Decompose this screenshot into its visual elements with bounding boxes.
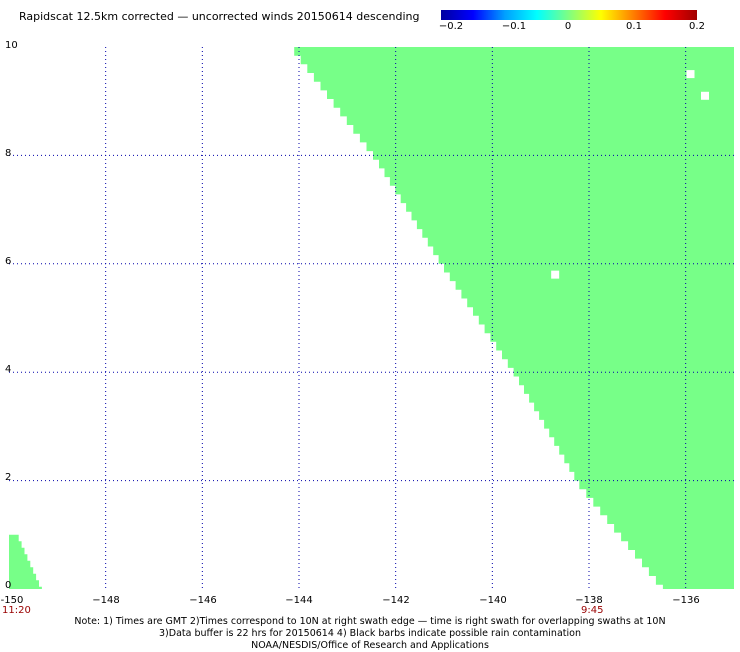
y-tick-label: 2 [5, 472, 12, 483]
colorbar-tick: 0.1 [626, 21, 642, 32]
y-tick-label: 10 [5, 40, 18, 51]
map-title: Rapidscat 12.5km corrected — uncorrected… [19, 10, 420, 23]
x-tick-label: −138 [575, 595, 603, 606]
left-swath-time: 11:20 [2, 605, 31, 616]
note-line-2: 3)Data buffer is 22 hrs for 20150614 4) … [159, 628, 581, 639]
x-tick-label: −144 [285, 595, 313, 606]
colorbar-tick: −0.1 [501, 21, 527, 32]
y-tick-label: 0 [5, 580, 12, 591]
x-tick-label: -150 [0, 595, 24, 606]
x-tick-label: −142 [382, 595, 410, 606]
colorbar-tick: −0.2 [438, 21, 464, 32]
data-gap [686, 70, 695, 79]
x-tick-label: −148 [92, 595, 120, 606]
x-tick-label: −146 [189, 595, 217, 606]
corner-swath [9, 534, 42, 589]
main-swath [294, 47, 734, 589]
right-swath-time: 9:45 [581, 605, 604, 616]
y-tick-label: 8 [5, 148, 12, 159]
note-line-3: NOAA/NESDIS/Office of Research and Appli… [251, 640, 489, 651]
data-gap [701, 91, 709, 100]
colorbar-tick: 0 [564, 21, 572, 32]
x-tick-label: −140 [479, 595, 507, 606]
y-tick-label: 6 [5, 256, 12, 267]
x-tick-label: −136 [672, 595, 700, 606]
data-gap [551, 270, 560, 279]
colorbar-tick: 0.2 [689, 21, 705, 32]
note-line-1: Note: 1) Times are GMT 2)Times correspon… [74, 616, 666, 627]
colorbar [441, 10, 697, 20]
y-tick-label: 4 [5, 364, 12, 375]
colorbar-gradient [441, 10, 697, 20]
